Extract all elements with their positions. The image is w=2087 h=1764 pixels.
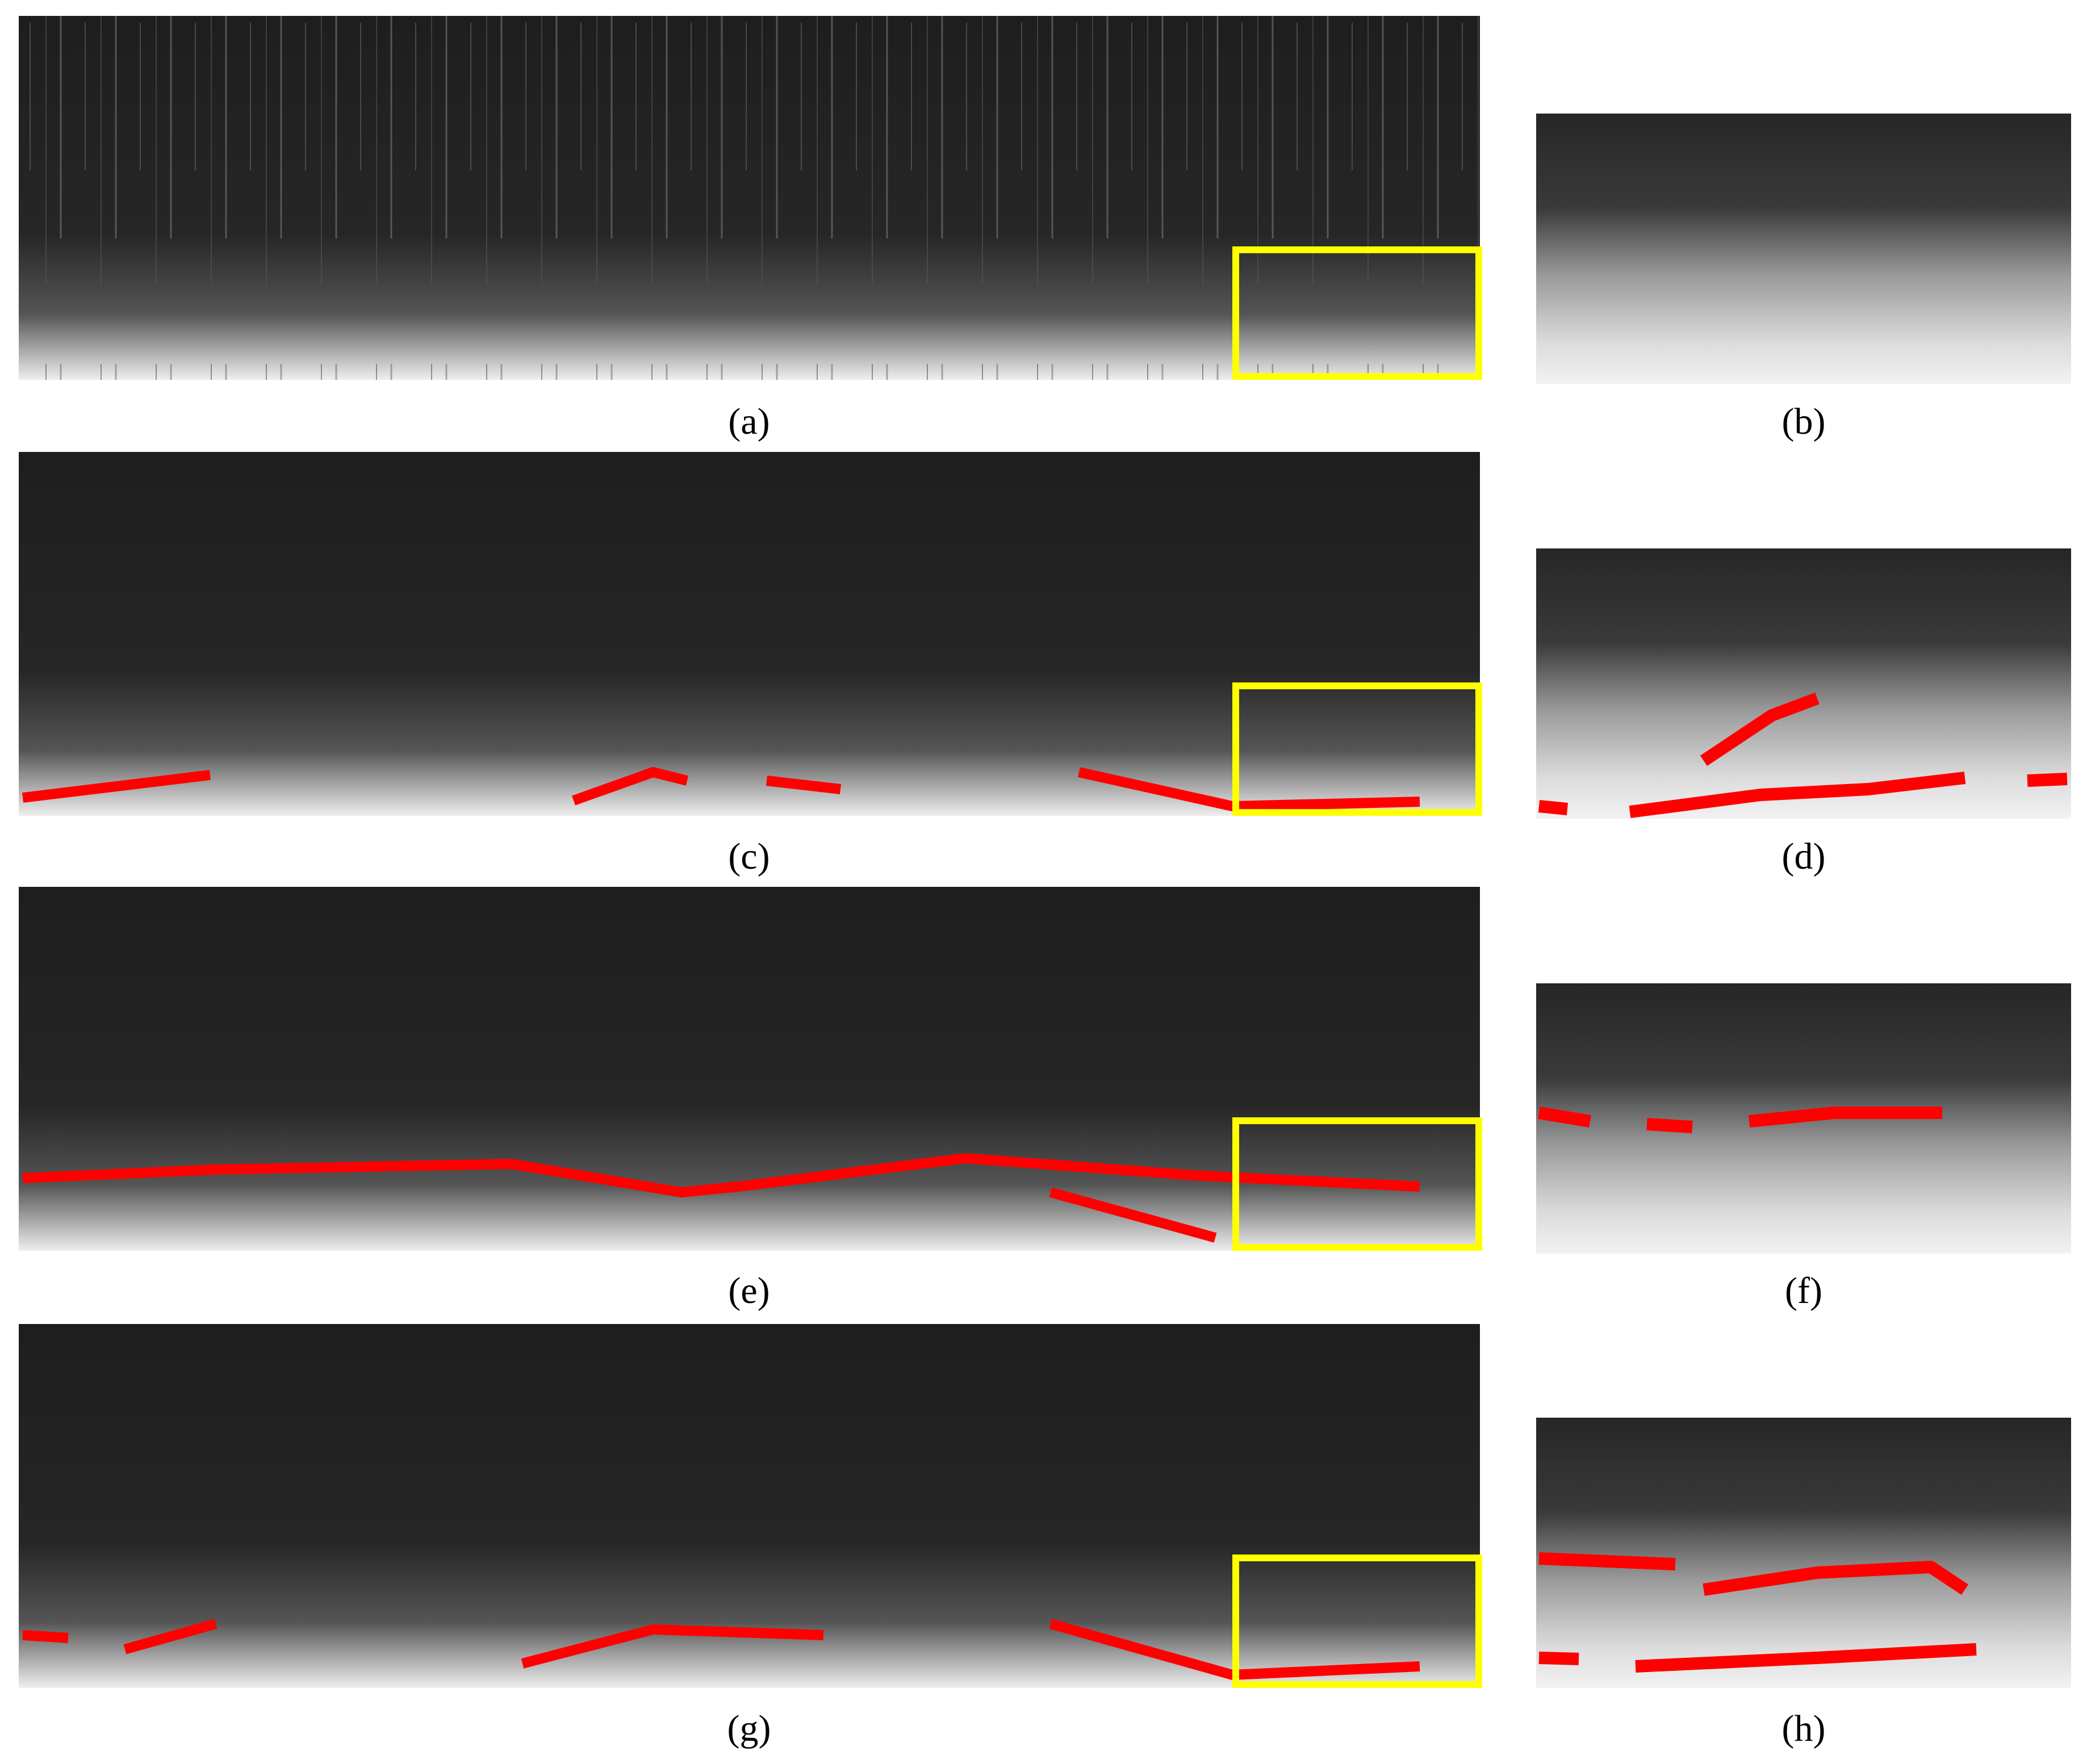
panel-label: (a) [728, 401, 769, 442]
panels [19, 16, 2071, 1688]
segmentation-overlay [1538, 692, 2068, 818]
panel-label: (h) [1782, 1708, 1826, 1749]
panel-label: (d) [1782, 836, 1826, 877]
labels: (a) (b) (c) (d) (e) (f) (g) (h) [727, 401, 1826, 1749]
zoom-region-box [1232, 246, 1482, 380]
streak-overlay [19, 16, 1480, 380]
segmentation-overlay [22, 1619, 1420, 1680]
zoom-region-box [1232, 1117, 1482, 1251]
zoom-region-box [1232, 1555, 1482, 1688]
zoom-image [1536, 548, 2071, 819]
panel-label: (f) [1785, 1270, 1822, 1312]
panel-label: (g) [727, 1708, 771, 1749]
segmentation-overlay [22, 767, 1420, 811]
oct-image [19, 887, 1480, 1251]
segmentation-overlay [1538, 1107, 1942, 1133]
panel-label: (b) [1782, 401, 1826, 442]
zoom-image [1536, 114, 2071, 384]
zoom-region-box [1232, 682, 1482, 816]
zoom-image [1536, 1418, 2071, 1688]
panel-label: (e) [728, 1270, 769, 1312]
segmentation-overlay [22, 1153, 1420, 1243]
segmentation-overlay [1538, 1552, 1977, 1673]
panel-label: (c) [728, 836, 769, 877]
oct-image [19, 452, 1480, 816]
